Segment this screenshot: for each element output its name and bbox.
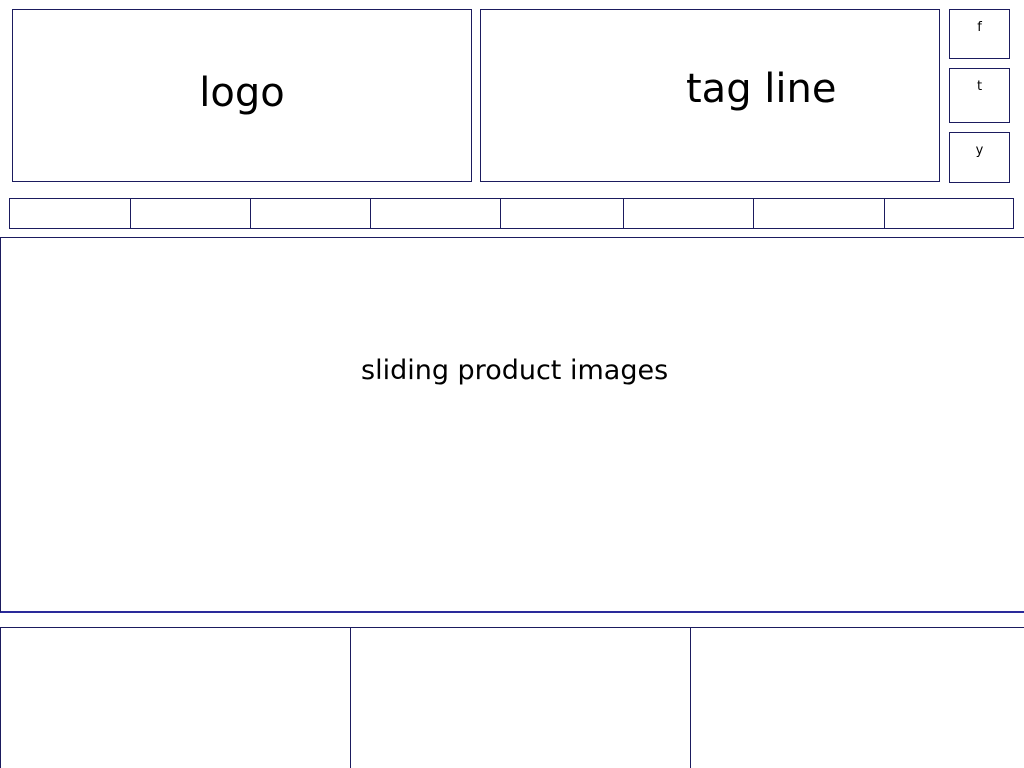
facebook-button[interactable]: f <box>949 9 1010 59</box>
logo-box[interactable]: logo <box>12 9 472 182</box>
nav-item-7[interactable] <box>754 199 885 228</box>
nav-item-1[interactable] <box>10 199 131 228</box>
content-panel-2 <box>350 627 690 768</box>
facebook-icon: f <box>977 20 982 35</box>
logo-label: logo <box>199 70 285 116</box>
nav-item-8[interactable] <box>885 199 1013 228</box>
content-panels <box>0 627 1024 768</box>
product-image-slider[interactable]: sliding product images <box>0 237 1024 613</box>
nav-item-6[interactable] <box>624 199 754 228</box>
content-panel-3 <box>690 627 1024 768</box>
slider-label: sliding product images <box>361 355 669 386</box>
nav-item-2[interactable] <box>131 199 251 228</box>
content-panel-1 <box>0 627 350 768</box>
tagline-label: tag line <box>686 66 837 112</box>
nav-item-4[interactable] <box>371 199 501 228</box>
nav-item-5[interactable] <box>501 199 624 228</box>
twitter-button[interactable]: t <box>949 68 1010 123</box>
youtube-button[interactable]: y <box>949 132 1010 183</box>
nav-bar <box>9 198 1014 229</box>
nav-item-3[interactable] <box>251 199 371 228</box>
tagline-box: tag line <box>480 9 940 182</box>
twitter-icon: t <box>976 79 983 94</box>
youtube-icon: y <box>975 143 984 158</box>
